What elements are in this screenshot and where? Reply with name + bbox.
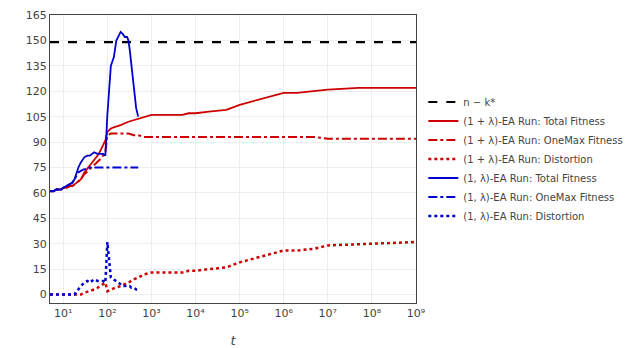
- svg-text:(1 + λ)-EA Run: Total Fitness: (1 + λ)-EA Run: Total Fitness: [463, 116, 605, 127]
- svg-text:n − k*: n − k*: [463, 97, 495, 108]
- svg-text:(1 + λ)-EA Run: OneMax Fitness: (1 + λ)-EA Run: OneMax Fitness: [463, 135, 622, 146]
- svg-text:165: 165: [26, 9, 47, 22]
- svg-text:(1, λ)-EA Run: OneMax Fitness: (1, λ)-EA Run: OneMax Fitness: [463, 192, 614, 203]
- svg-text:10⁸: 10⁸: [363, 307, 382, 320]
- svg-text:10⁵: 10⁵: [230, 307, 248, 320]
- svg-text:60: 60: [33, 187, 47, 200]
- svg-text:0: 0: [40, 288, 47, 301]
- svg-text:(1, λ)-EA Run: Distortion: (1, λ)-EA Run: Distortion: [463, 211, 584, 222]
- svg-text:30: 30: [33, 238, 47, 251]
- svg-text:t: t: [230, 333, 236, 348]
- svg-text:135: 135: [26, 60, 47, 73]
- svg-text:10¹: 10¹: [54, 307, 72, 320]
- svg-text:(1, λ)-EA Run: Total Fitness: (1, λ)-EA Run: Total Fitness: [463, 173, 596, 184]
- svg-text:105: 105: [26, 111, 47, 124]
- svg-text:75: 75: [33, 161, 47, 174]
- svg-text:10⁶: 10⁶: [275, 307, 294, 320]
- svg-text:10⁴: 10⁴: [186, 307, 205, 320]
- svg-text:90: 90: [33, 136, 47, 149]
- svg-text:120: 120: [26, 85, 47, 98]
- svg-text:15: 15: [33, 263, 47, 276]
- svg-text:10⁷: 10⁷: [319, 307, 337, 320]
- svg-text:45: 45: [33, 212, 47, 225]
- svg-text:(1 + λ)-EA Run: Distortion: (1 + λ)-EA Run: Distortion: [463, 154, 592, 165]
- svg-text:150: 150: [26, 34, 47, 47]
- svg-text:10⁹: 10⁹: [407, 307, 425, 320]
- svg-text:10²: 10²: [98, 307, 116, 320]
- svg-text:10³: 10³: [142, 307, 160, 320]
